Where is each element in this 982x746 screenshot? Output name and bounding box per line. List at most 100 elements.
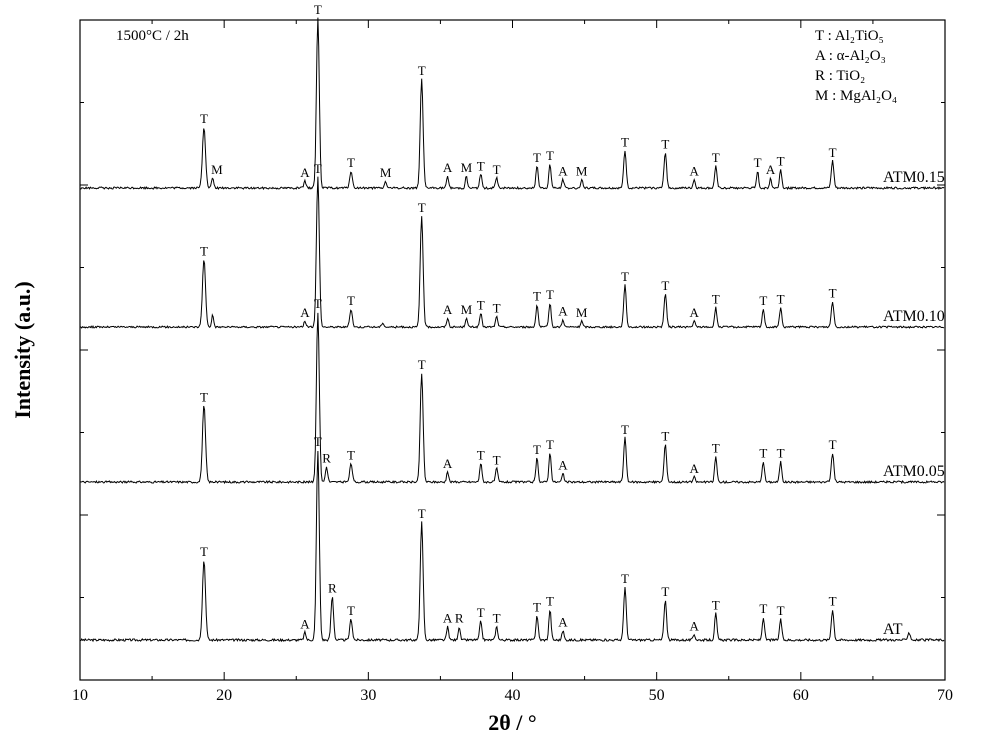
peak-label: T bbox=[712, 150, 720, 165]
peak-label: T bbox=[493, 162, 501, 177]
x-tick-label: 10 bbox=[72, 687, 88, 704]
x-axis-label: 2θ / ° bbox=[488, 710, 536, 735]
series-label: ATM0.05 bbox=[883, 463, 945, 480]
peak-label: T bbox=[347, 603, 355, 618]
peak-label: T bbox=[533, 599, 541, 614]
peak-label: M bbox=[461, 302, 473, 317]
peak-label: T bbox=[200, 244, 208, 259]
condition-label: 1500°C / 2h bbox=[116, 28, 189, 44]
peak-label: R bbox=[328, 580, 337, 595]
peak-label: T bbox=[418, 200, 426, 215]
series-label: ATM0.10 bbox=[883, 308, 945, 325]
x-tick-label: 50 bbox=[649, 687, 665, 704]
peak-label: A bbox=[443, 302, 453, 317]
peak-label: T bbox=[759, 293, 767, 308]
peak-label: T bbox=[777, 153, 785, 168]
legend-line: M : MgAl₂O₄ bbox=[815, 88, 897, 104]
peak-label: A bbox=[558, 304, 568, 319]
peak-label: T bbox=[621, 571, 629, 586]
peak-label: T bbox=[829, 437, 837, 452]
peak-label: T bbox=[314, 2, 322, 17]
peak-label: T bbox=[661, 584, 669, 599]
peak-label: T bbox=[493, 301, 501, 316]
peak-label: M bbox=[211, 162, 223, 177]
x-tick-label: 40 bbox=[505, 687, 521, 704]
peak-label: T bbox=[493, 452, 501, 467]
peak-label: T bbox=[200, 111, 208, 126]
peak-label: T bbox=[533, 442, 541, 457]
peak-label: R bbox=[455, 611, 464, 626]
peak-label: T bbox=[418, 63, 426, 78]
peak-label: M bbox=[576, 164, 588, 179]
peak-label: A bbox=[558, 615, 568, 630]
x-tick-label: 60 bbox=[793, 687, 809, 704]
legend-line: R : TiO₂ bbox=[815, 68, 865, 84]
x-tick-label: 20 bbox=[216, 687, 232, 704]
series-label: ATM0.15 bbox=[883, 169, 945, 186]
peak-label: T bbox=[759, 601, 767, 616]
legend-line: T : Al₂TiO₅ bbox=[815, 28, 884, 44]
peak-label: T bbox=[777, 446, 785, 461]
peak-label: A bbox=[443, 611, 453, 626]
peak-label: T bbox=[777, 603, 785, 618]
peak-label: A bbox=[300, 616, 310, 631]
y-axis-label: Intensity (a.u.) bbox=[10, 281, 35, 419]
peak-label: T bbox=[347, 155, 355, 170]
peak-label: A bbox=[766, 162, 776, 177]
peak-label: T bbox=[347, 447, 355, 462]
peak-label: T bbox=[777, 292, 785, 307]
peak-label: T bbox=[477, 605, 485, 620]
peak-label: T bbox=[418, 357, 426, 372]
peak-label: T bbox=[661, 136, 669, 151]
peak-label: A bbox=[689, 461, 699, 476]
peak-label: T bbox=[621, 135, 629, 150]
peak-label: T bbox=[546, 148, 554, 163]
peak-label: T bbox=[546, 437, 554, 452]
peak-label: M bbox=[576, 305, 588, 320]
peak-label: A bbox=[300, 305, 310, 320]
peak-label: T bbox=[477, 158, 485, 173]
peak-label: A bbox=[689, 305, 699, 320]
peak-label: T bbox=[533, 289, 541, 304]
peak-label: T bbox=[621, 422, 629, 437]
legend-line: A : α-Al₂O₃ bbox=[815, 48, 886, 64]
peak-label: T bbox=[477, 447, 485, 462]
peak-label: A bbox=[443, 456, 453, 471]
xrd-trace bbox=[80, 313, 944, 483]
xrd-trace bbox=[80, 451, 944, 641]
plot-border bbox=[80, 20, 945, 680]
peak-label: T bbox=[546, 287, 554, 302]
peak-label: T bbox=[418, 506, 426, 521]
peak-label: T bbox=[712, 292, 720, 307]
peak-label: T bbox=[493, 611, 501, 626]
series-label: AT bbox=[883, 621, 903, 638]
xrd-chart: 102030405060702θ / °Intensity (a.u.)ATTA… bbox=[0, 0, 982, 746]
peak-label: A bbox=[300, 165, 310, 180]
x-tick-label: 70 bbox=[937, 687, 953, 704]
peak-label: A bbox=[689, 164, 699, 179]
peak-label: T bbox=[829, 145, 837, 160]
peak-label: T bbox=[200, 390, 208, 405]
peak-label: T bbox=[712, 441, 720, 456]
peak-label: T bbox=[621, 269, 629, 284]
peak-label: T bbox=[477, 298, 485, 313]
xrd-trace bbox=[80, 177, 944, 328]
peak-label: A bbox=[558, 164, 568, 179]
x-tick-label: 30 bbox=[360, 687, 376, 704]
peak-label: T bbox=[661, 278, 669, 293]
peak-label: T bbox=[759, 446, 767, 461]
peak-label: M bbox=[461, 160, 473, 175]
peak-label: A bbox=[443, 160, 453, 175]
peak-label: M bbox=[380, 165, 392, 180]
peak-label: T bbox=[200, 544, 208, 559]
peak-label: T bbox=[533, 150, 541, 165]
peak-label: A bbox=[558, 458, 568, 473]
peak-label: T bbox=[712, 597, 720, 612]
peak-label: T bbox=[829, 286, 837, 301]
peak-label: T bbox=[347, 293, 355, 308]
peak-label: T bbox=[829, 594, 837, 609]
peak-label: R bbox=[322, 451, 331, 466]
peak-label: T bbox=[754, 155, 762, 170]
peak-label: T bbox=[661, 429, 669, 444]
peak-label: T bbox=[546, 594, 554, 609]
